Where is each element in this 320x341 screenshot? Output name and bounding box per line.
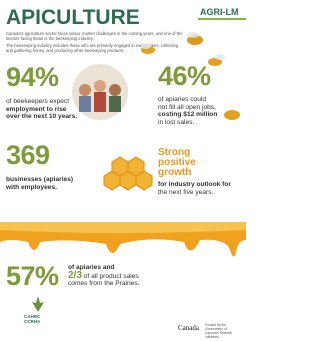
stat-value: 57% (6, 262, 59, 290)
stat-text: businesses (apiaries) with employees. (6, 176, 101, 191)
honey-drip (0, 222, 246, 257)
text-line: with employees. (6, 184, 101, 192)
text-line: of beekeepers expect (6, 98, 101, 106)
text-line: employment to rise (6, 106, 101, 114)
text-line: of apiaries could (158, 96, 243, 104)
text-line: Funded by the Government of (205, 323, 245, 331)
text-line: of all product sales (84, 273, 139, 280)
stat-value: 94% (6, 63, 59, 91)
stat-text: of beekeepers expect employment to rise … (6, 98, 101, 121)
text-line: comes from the Prairies. (68, 280, 188, 288)
text-line: growth (158, 168, 196, 178)
text-line: Canada's Sectoral Initiatives (205, 331, 245, 339)
text-line: for industry outlook for (158, 181, 246, 189)
text-line: the next five years. (158, 189, 246, 197)
text-line: of apiaries and (68, 264, 188, 272)
text-line: costing $12 million (158, 111, 243, 119)
stat-text: of apiaries and 2/3 of all product sales… (68, 264, 188, 288)
org-logo: CAHRC CCRHA (24, 314, 40, 324)
fraction: 2/3 (68, 270, 82, 281)
text-line: businesses (apiaries) (6, 176, 101, 184)
stat-value: 46% (158, 62, 211, 90)
stat-value: 369 (6, 141, 50, 169)
text-line: over the next 10 years. (6, 113, 101, 121)
infographic: APICULTURE AGRI-LM Canada's agriculture … (0, 0, 246, 341)
stat-value: Strong positive growth (158, 148, 196, 178)
honeycomb (104, 157, 152, 190)
stat-text: for industry outlook for the next five y… (158, 181, 246, 196)
text-line: CCRHA (24, 319, 40, 324)
leaf-logo (32, 296, 44, 312)
text-line: in lost sales. (158, 119, 243, 127)
text-line: not fill all open jobs, (158, 104, 243, 112)
funding: Funded by the Government of Canada's Sec… (205, 323, 245, 339)
wordmark: Canada (178, 324, 199, 332)
stat-text: of apiaries could not fill all open jobs… (158, 96, 243, 126)
